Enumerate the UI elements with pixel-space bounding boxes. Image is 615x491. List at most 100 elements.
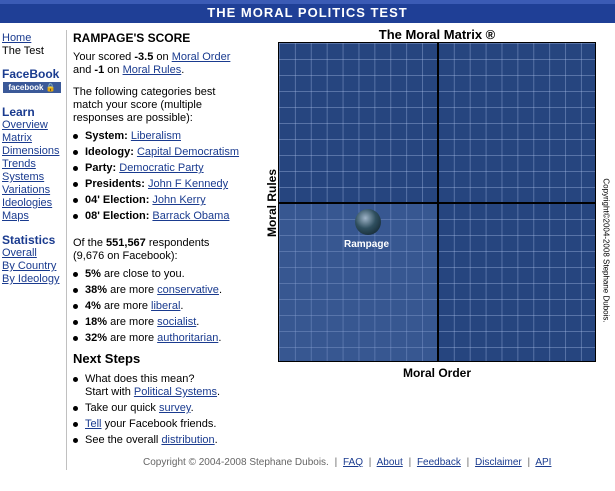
categories-intro-1: The following categories best bbox=[73, 86, 216, 98]
category-item: Party: Democratic Party bbox=[73, 162, 204, 175]
category-label: System: bbox=[85, 130, 128, 142]
footer: Copyright © 2004-2008 Stephane Dubois. |… bbox=[143, 457, 551, 468]
category-link[interactable]: John F Kennedy bbox=[147, 178, 229, 190]
political-systems-link[interactable]: Political Systems bbox=[133, 386, 218, 398]
category-label: Party: bbox=[85, 162, 117, 174]
category-label: 04' Election: bbox=[85, 194, 150, 206]
site-title: THE MORAL POLITICS TEST bbox=[207, 5, 408, 20]
score-marker bbox=[355, 209, 381, 235]
stat-pct: 5% bbox=[85, 268, 101, 280]
x-axis-label: Moral Order bbox=[402, 366, 471, 380]
respondents-line-1: Of the 551,567 respondents bbox=[73, 237, 209, 250]
stat-text: are more bbox=[107, 284, 158, 296]
chart-copyright-vertical: Copyright©2004-2008 Stephane Dubois. bbox=[601, 178, 611, 323]
moral-order-link[interactable]: Moral Order bbox=[171, 51, 231, 63]
next-step-text: Take our quick bbox=[85, 402, 159, 414]
nav-by-country-link[interactable]: By Country bbox=[2, 260, 57, 272]
survey-link[interactable]: survey bbox=[158, 402, 191, 414]
nav-maps-link[interactable]: Maps bbox=[2, 210, 29, 222]
stat-item: 38% are more conservative. bbox=[73, 284, 222, 296]
nav-trends-link[interactable]: Trends bbox=[2, 158, 36, 170]
category-item: 08' Election: Barrack Obama bbox=[72, 210, 230, 223]
statistics-heading: Statistics bbox=[2, 233, 56, 247]
next-step-item: What does this mean? bbox=[72, 373, 194, 386]
category-link[interactable]: Democratic Party bbox=[119, 162, 204, 174]
nav-by-ideology-link[interactable]: By Ideology bbox=[2, 273, 60, 285]
score-text: on bbox=[153, 51, 172, 63]
facebook-badge-button[interactable]: facebook 🔒 bbox=[3, 82, 61, 93]
category-item: 04' Election: John Kerry bbox=[73, 194, 206, 207]
facebook-heading: FaceBook bbox=[2, 67, 60, 81]
respondents-line-2: (9,676 on Facebook): bbox=[73, 250, 178, 262]
score-text: on bbox=[104, 64, 123, 76]
score-line-order: Your scored -3.5 on Moral Order bbox=[73, 51, 230, 64]
nav-ideologies-link[interactable]: Ideologies bbox=[2, 197, 53, 209]
next-step-item: Tell your Facebook friends. bbox=[72, 418, 217, 431]
stat-item: 18% are more socialist. bbox=[72, 316, 200, 328]
nav-systems-link[interactable]: Systems bbox=[2, 171, 45, 183]
footer-separator: | bbox=[368, 457, 372, 468]
stat-text: are more bbox=[100, 300, 152, 312]
stat-pct: 18% bbox=[85, 316, 108, 328]
footer-api-link[interactable]: API bbox=[535, 457, 552, 468]
categories-intro-2: match your score (multiple bbox=[73, 99, 202, 111]
category-link[interactable]: Capital Democratism bbox=[136, 146, 240, 158]
rules-value: -1 bbox=[94, 64, 105, 76]
nav-home-link[interactable]: Home bbox=[2, 32, 32, 44]
category-item: Presidents: John F Kennedy bbox=[72, 178, 229, 191]
nav-overall-link[interactable]: Overall bbox=[2, 247, 37, 259]
category-item: Ideology: Capital Democratism bbox=[72, 146, 240, 159]
next-step-item: See the overall distribution. bbox=[73, 434, 218, 446]
category-link[interactable]: Barrack Obama bbox=[152, 210, 230, 222]
stat-pct: 32% bbox=[85, 332, 108, 344]
moral-matrix-chart[interactable]: Rampage bbox=[278, 42, 596, 362]
banner-top-stripe bbox=[0, 0, 615, 4]
stat-text: are close to you. bbox=[100, 268, 185, 280]
nav-overview-link[interactable]: Overview bbox=[2, 119, 48, 131]
categories-intro-3: responses are possible): bbox=[73, 112, 193, 124]
moral-rules-link[interactable]: Moral Rules bbox=[122, 64, 182, 76]
score-text: . bbox=[181, 64, 185, 76]
category-link[interactable]: Liberalism bbox=[130, 130, 181, 142]
nav-matrix-link[interactable]: Matrix bbox=[2, 132, 32, 144]
stat-pct: 38% bbox=[85, 284, 108, 296]
learn-heading: Learn bbox=[2, 105, 35, 119]
footer-faq-link[interactable]: FAQ bbox=[343, 457, 364, 468]
respondents-text: Of the bbox=[73, 237, 107, 249]
score-text: and bbox=[73, 64, 95, 76]
footer-feedback-link[interactable]: Feedback bbox=[416, 457, 461, 468]
stat-link[interactable]: socialist bbox=[157, 316, 197, 328]
stat-link[interactable]: authoritarian bbox=[157, 332, 219, 344]
score-marker-label: Rampage bbox=[344, 239, 390, 250]
nav-the-test-item[interactable]: The Test bbox=[2, 45, 44, 57]
next-step-text: your Facebook friends. bbox=[101, 418, 217, 430]
footer-separator: | bbox=[334, 457, 338, 468]
left-sidebar: Home The Test FaceBook facebook 🔒 Learn … bbox=[0, 30, 67, 470]
stat-item: 5% are close to you. bbox=[73, 268, 185, 281]
respondents-total: 551,567 bbox=[106, 237, 146, 249]
stat-text: are more bbox=[107, 316, 158, 328]
footer-disclaimer-link[interactable]: Disclaimer bbox=[475, 457, 522, 468]
stat-link[interactable]: conservative bbox=[157, 284, 219, 296]
tell-friends-link[interactable]: Tell bbox=[85, 418, 102, 430]
score-line-rules: and -1 on Moral Rules. bbox=[73, 64, 184, 77]
nav-variations-link[interactable]: Variations bbox=[2, 184, 51, 196]
chart-title: The Moral Matrix ® bbox=[378, 27, 496, 42]
footer-separator: | bbox=[466, 457, 470, 468]
next-step-text: See the overall bbox=[85, 434, 162, 446]
stat-text: are more bbox=[107, 332, 158, 344]
stat-item: 32% are more authoritarian. bbox=[72, 332, 222, 344]
next-step-item: Take our quick survey. bbox=[73, 402, 194, 414]
stat-pct: 4% bbox=[85, 300, 101, 312]
footer-about-link[interactable]: About bbox=[376, 457, 403, 468]
category-label: Presidents: bbox=[85, 178, 145, 190]
y-axis-label: Moral Rules bbox=[265, 169, 279, 238]
category-label: 08' Election: bbox=[85, 210, 150, 222]
next-steps-heading: Next Steps bbox=[73, 351, 141, 366]
horizontal-axis-line bbox=[279, 202, 595, 204]
stat-link[interactable]: liberal bbox=[151, 300, 181, 312]
nav-dimensions-link[interactable]: Dimensions bbox=[2, 145, 60, 157]
category-link[interactable]: John Kerry bbox=[152, 194, 206, 206]
order-value: -3.5 bbox=[134, 51, 154, 63]
distribution-link[interactable]: distribution bbox=[161, 434, 215, 446]
